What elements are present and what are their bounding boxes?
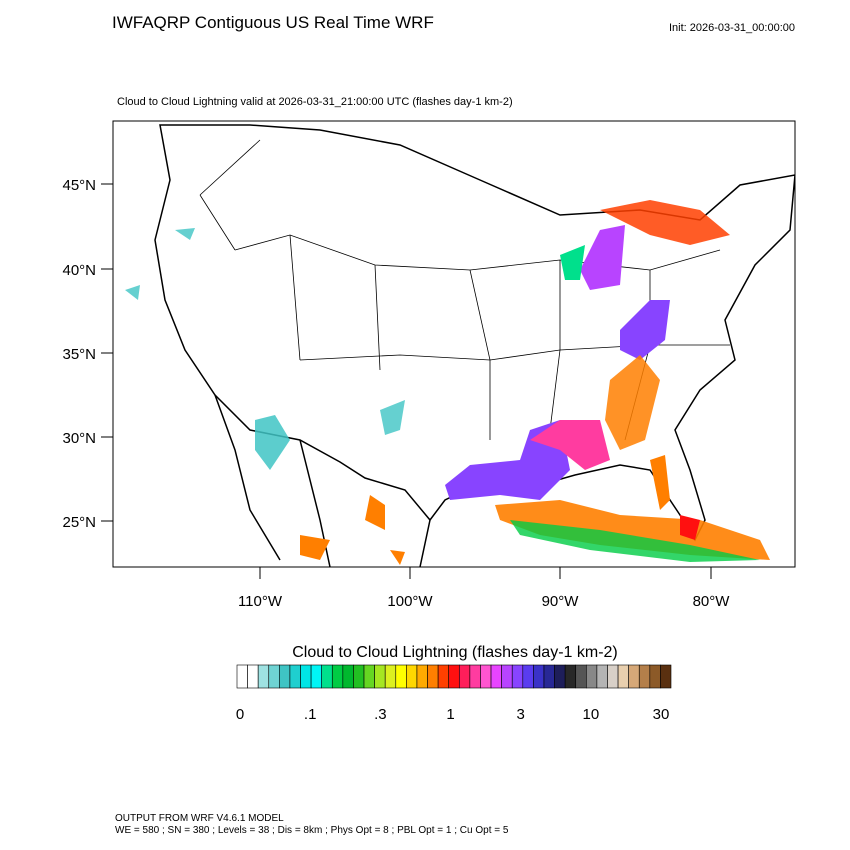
init-time: Init: 2026-03-31_00:00:00 xyxy=(669,22,795,34)
colorbar-box xyxy=(268,664,280,689)
footer-line: OUTPUT FROM WRF V4.6.1 MODEL xyxy=(115,813,284,824)
lat-label: 25°N xyxy=(62,514,96,531)
colorbar-label: .3 xyxy=(374,706,387,723)
colorbar-box xyxy=(564,664,577,689)
colorbar-box xyxy=(501,664,513,689)
colorbar-box xyxy=(416,664,428,689)
colorbar: 0 .1 .3 1 3 10 30 xyxy=(236,664,672,723)
colorbar-box xyxy=(427,664,439,689)
colorbar-box xyxy=(257,664,270,689)
lat-label: 45°N xyxy=(62,177,96,194)
colorbar-label: 1 xyxy=(446,706,454,723)
colorbar-box xyxy=(554,664,566,689)
colorbar-label: 3 xyxy=(516,706,524,723)
lon-label: 90°W xyxy=(542,593,580,610)
colorbar-box xyxy=(586,664,598,689)
colorbar-box xyxy=(363,664,375,689)
colorbar-box xyxy=(469,664,481,689)
colorbar-box xyxy=(628,664,640,689)
lat-label: 30°N xyxy=(62,430,96,447)
title: IWFAQRP Contiguous US Real Time WRF xyxy=(112,13,434,32)
colorbar-box xyxy=(384,664,397,689)
map-frame xyxy=(112,120,796,568)
colorbar-box xyxy=(480,664,492,689)
colorbar-box xyxy=(522,664,534,689)
colorbar-box xyxy=(374,664,386,689)
colorbar-box xyxy=(617,664,629,689)
colorbar-box xyxy=(321,664,333,689)
colorbar-box xyxy=(247,664,259,689)
colorbar-box xyxy=(406,664,418,689)
colorbar-box xyxy=(490,664,502,689)
colorbar-title: Cloud to Cloud Lightning (flashes day-1 … xyxy=(292,644,618,661)
colorbar-box xyxy=(638,664,651,689)
colorbar-label: 30 xyxy=(653,706,670,723)
lon-label: 110°W xyxy=(238,593,283,610)
state-borders xyxy=(199,139,730,471)
colorbar-box xyxy=(660,664,672,689)
colorbar-box xyxy=(607,664,619,689)
colorbar-box xyxy=(331,664,344,689)
colorbar-box xyxy=(511,664,524,689)
map-subtitle: Cloud to Cloud Lightning valid at 2026-0… xyxy=(117,96,513,108)
map xyxy=(112,120,796,568)
colorbar-box xyxy=(649,664,661,689)
colorbar-box xyxy=(342,664,354,689)
colorbar-box xyxy=(289,664,301,689)
lon-label: 100°W xyxy=(387,593,433,610)
colorbar-box xyxy=(543,664,555,689)
colorbar-box xyxy=(533,664,545,689)
colorbar-box xyxy=(395,664,407,689)
colorbar-box xyxy=(310,664,322,689)
colorbar-box xyxy=(279,664,291,689)
colorbar-label: 0 xyxy=(236,706,244,723)
colorbar-box xyxy=(300,664,312,689)
lon-label: 80°W xyxy=(693,593,731,610)
colorbar-box xyxy=(458,664,471,689)
colorbar-box xyxy=(575,664,587,689)
footer-line: WE = 580 ; SN = 380 ; Levels = 38 ; Dis … xyxy=(115,825,509,836)
mexico-outline xyxy=(214,394,431,567)
colorbar-box xyxy=(596,664,608,689)
lightning-areas xyxy=(125,200,770,565)
colorbar-box xyxy=(353,664,365,689)
lat-label: 35°N xyxy=(62,346,96,363)
colorbar-box xyxy=(437,664,450,689)
colorbar-box xyxy=(236,664,248,689)
lat-label: 40°N xyxy=(62,262,96,279)
colorbar-label: .1 xyxy=(304,706,317,723)
colorbar-label: 10 xyxy=(582,706,599,723)
colorbar-box xyxy=(448,664,460,689)
